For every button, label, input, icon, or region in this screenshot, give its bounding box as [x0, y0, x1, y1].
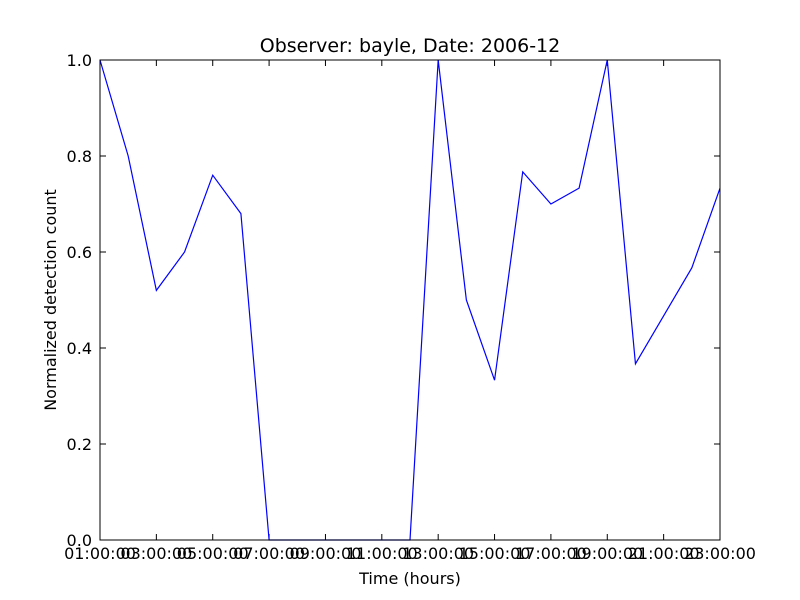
- y-tick-label: 0.8: [67, 147, 92, 166]
- y-tick-label: 0.4: [67, 339, 92, 358]
- x-tick-label: 13:00:00: [402, 544, 474, 563]
- x-tick-labels: 01:00:0003:00:0005:00:0007:00:0009:00:00…: [64, 544, 756, 563]
- plot-area: [100, 60, 720, 540]
- x-tick-label: 17:00:00: [515, 544, 587, 563]
- y-tick-label: 0.6: [67, 243, 92, 262]
- x-axis-label: Time (hours): [358, 569, 461, 588]
- x-tick-label: 15:00:00: [459, 544, 531, 563]
- plot-frame: [99, 59, 721, 541]
- y-tick-labels: 0.0 0.2 0.4 0.6 0.8 1.0: [67, 51, 92, 550]
- y-tick-label: 1.0: [67, 51, 92, 70]
- x-tick-label: 11:00:00: [346, 544, 418, 563]
- x-tick-label: 03:00:00: [120, 544, 192, 563]
- y-tick-label: 0.2: [67, 435, 92, 454]
- y-tick-label: 0.0: [67, 531, 92, 550]
- chart-title: Observer: bayle, Date: 2006-12: [260, 35, 561, 57]
- x-tick-label: 01:00:00: [64, 544, 136, 563]
- x-tick-label: 21:00:00: [628, 544, 700, 563]
- x-tick-label: 05:00:00: [177, 544, 249, 563]
- x-tick-label: 23:00:00: [684, 544, 756, 563]
- x-tick-label: 09:00:00: [290, 544, 362, 563]
- y-axis-label: Normalized detection count: [41, 189, 60, 411]
- x-tick-label: 19:00:00: [571, 544, 643, 563]
- x-tick-label: 07:00:00: [233, 544, 305, 563]
